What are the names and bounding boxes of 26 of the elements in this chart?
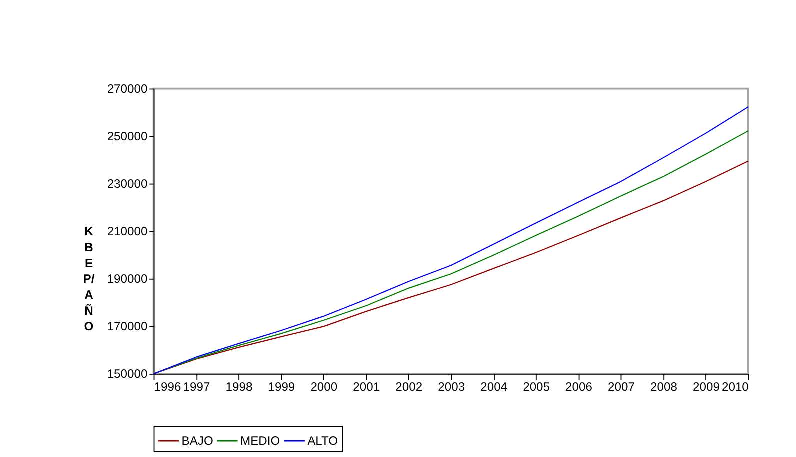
y-tick-label: 210000 [107, 224, 148, 239]
y-tick-label: 190000 [107, 272, 148, 286]
y-tick-label: 230000 [107, 177, 148, 192]
x-tick-label: 2000 [310, 380, 338, 394]
x-tick-label: 2010 [722, 380, 750, 394]
x-tick-label: 2001 [353, 380, 380, 394]
x-tick-label: 2009 [692, 380, 720, 394]
legend-label: MEDIO [240, 434, 280, 448]
x-tick-label: 2003 [438, 380, 466, 394]
y-tick-label: 270000 [107, 82, 148, 96]
y-tick-label: 250000 [107, 129, 148, 144]
x-tick-label: 2004 [480, 380, 508, 394]
y-tick-label: 150000 [107, 367, 148, 382]
y-axis-title: KBEP/AÑO [83, 224, 96, 334]
legend-label: BAJO [182, 434, 214, 448]
x-tick-label: 2006 [566, 380, 593, 394]
x-tick-label: 2007 [608, 380, 636, 394]
x-tick-label: 2008 [650, 380, 678, 394]
x-tick-label: 1997 [183, 380, 210, 394]
x-tick-label: 1998 [226, 380, 253, 394]
legend-label: ALTO [308, 434, 338, 448]
x-tick-label: 2002 [396, 380, 423, 394]
x-tick-label: 1999 [268, 380, 296, 394]
y-tick-label: 170000 [107, 320, 148, 334]
x-tick-label: 1996 [154, 380, 182, 394]
x-tick-label: 2005 [523, 380, 550, 394]
